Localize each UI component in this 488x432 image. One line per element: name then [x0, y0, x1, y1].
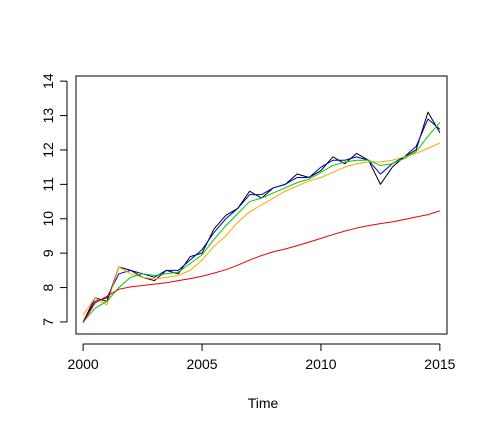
y-tick-label: 7: [40, 318, 56, 326]
y-tick-label: 12: [40, 142, 56, 158]
x-tick-label: 2015: [424, 356, 455, 372]
y-tick-label: 11: [40, 177, 56, 192]
x-tick-label: 2000: [68, 356, 99, 372]
x-axis-label: Time: [248, 395, 279, 411]
series-layer: [82, 111, 441, 323]
y-tick-label: 10: [40, 211, 56, 227]
series-line-3: [82, 142, 441, 316]
x-tick-label: 2005: [186, 356, 217, 372]
y-tick-label: 13: [40, 108, 56, 124]
x-axis: 2000 2005 2010 2015: [68, 343, 456, 372]
series-line-2: [82, 118, 441, 323]
series-line-1: [82, 111, 441, 323]
x-tick-label: 2010: [305, 356, 336, 372]
y-tick-label: 8: [40, 283, 56, 291]
plot-frame: [75, 75, 448, 335]
y-axis: 7 8 9 10 11 12 13 14: [40, 73, 68, 326]
y-tick-label: 9: [40, 249, 56, 257]
series-line-5: [82, 210, 441, 323]
series-line-4: [82, 122, 441, 323]
y-tick-label: 14: [40, 73, 56, 89]
